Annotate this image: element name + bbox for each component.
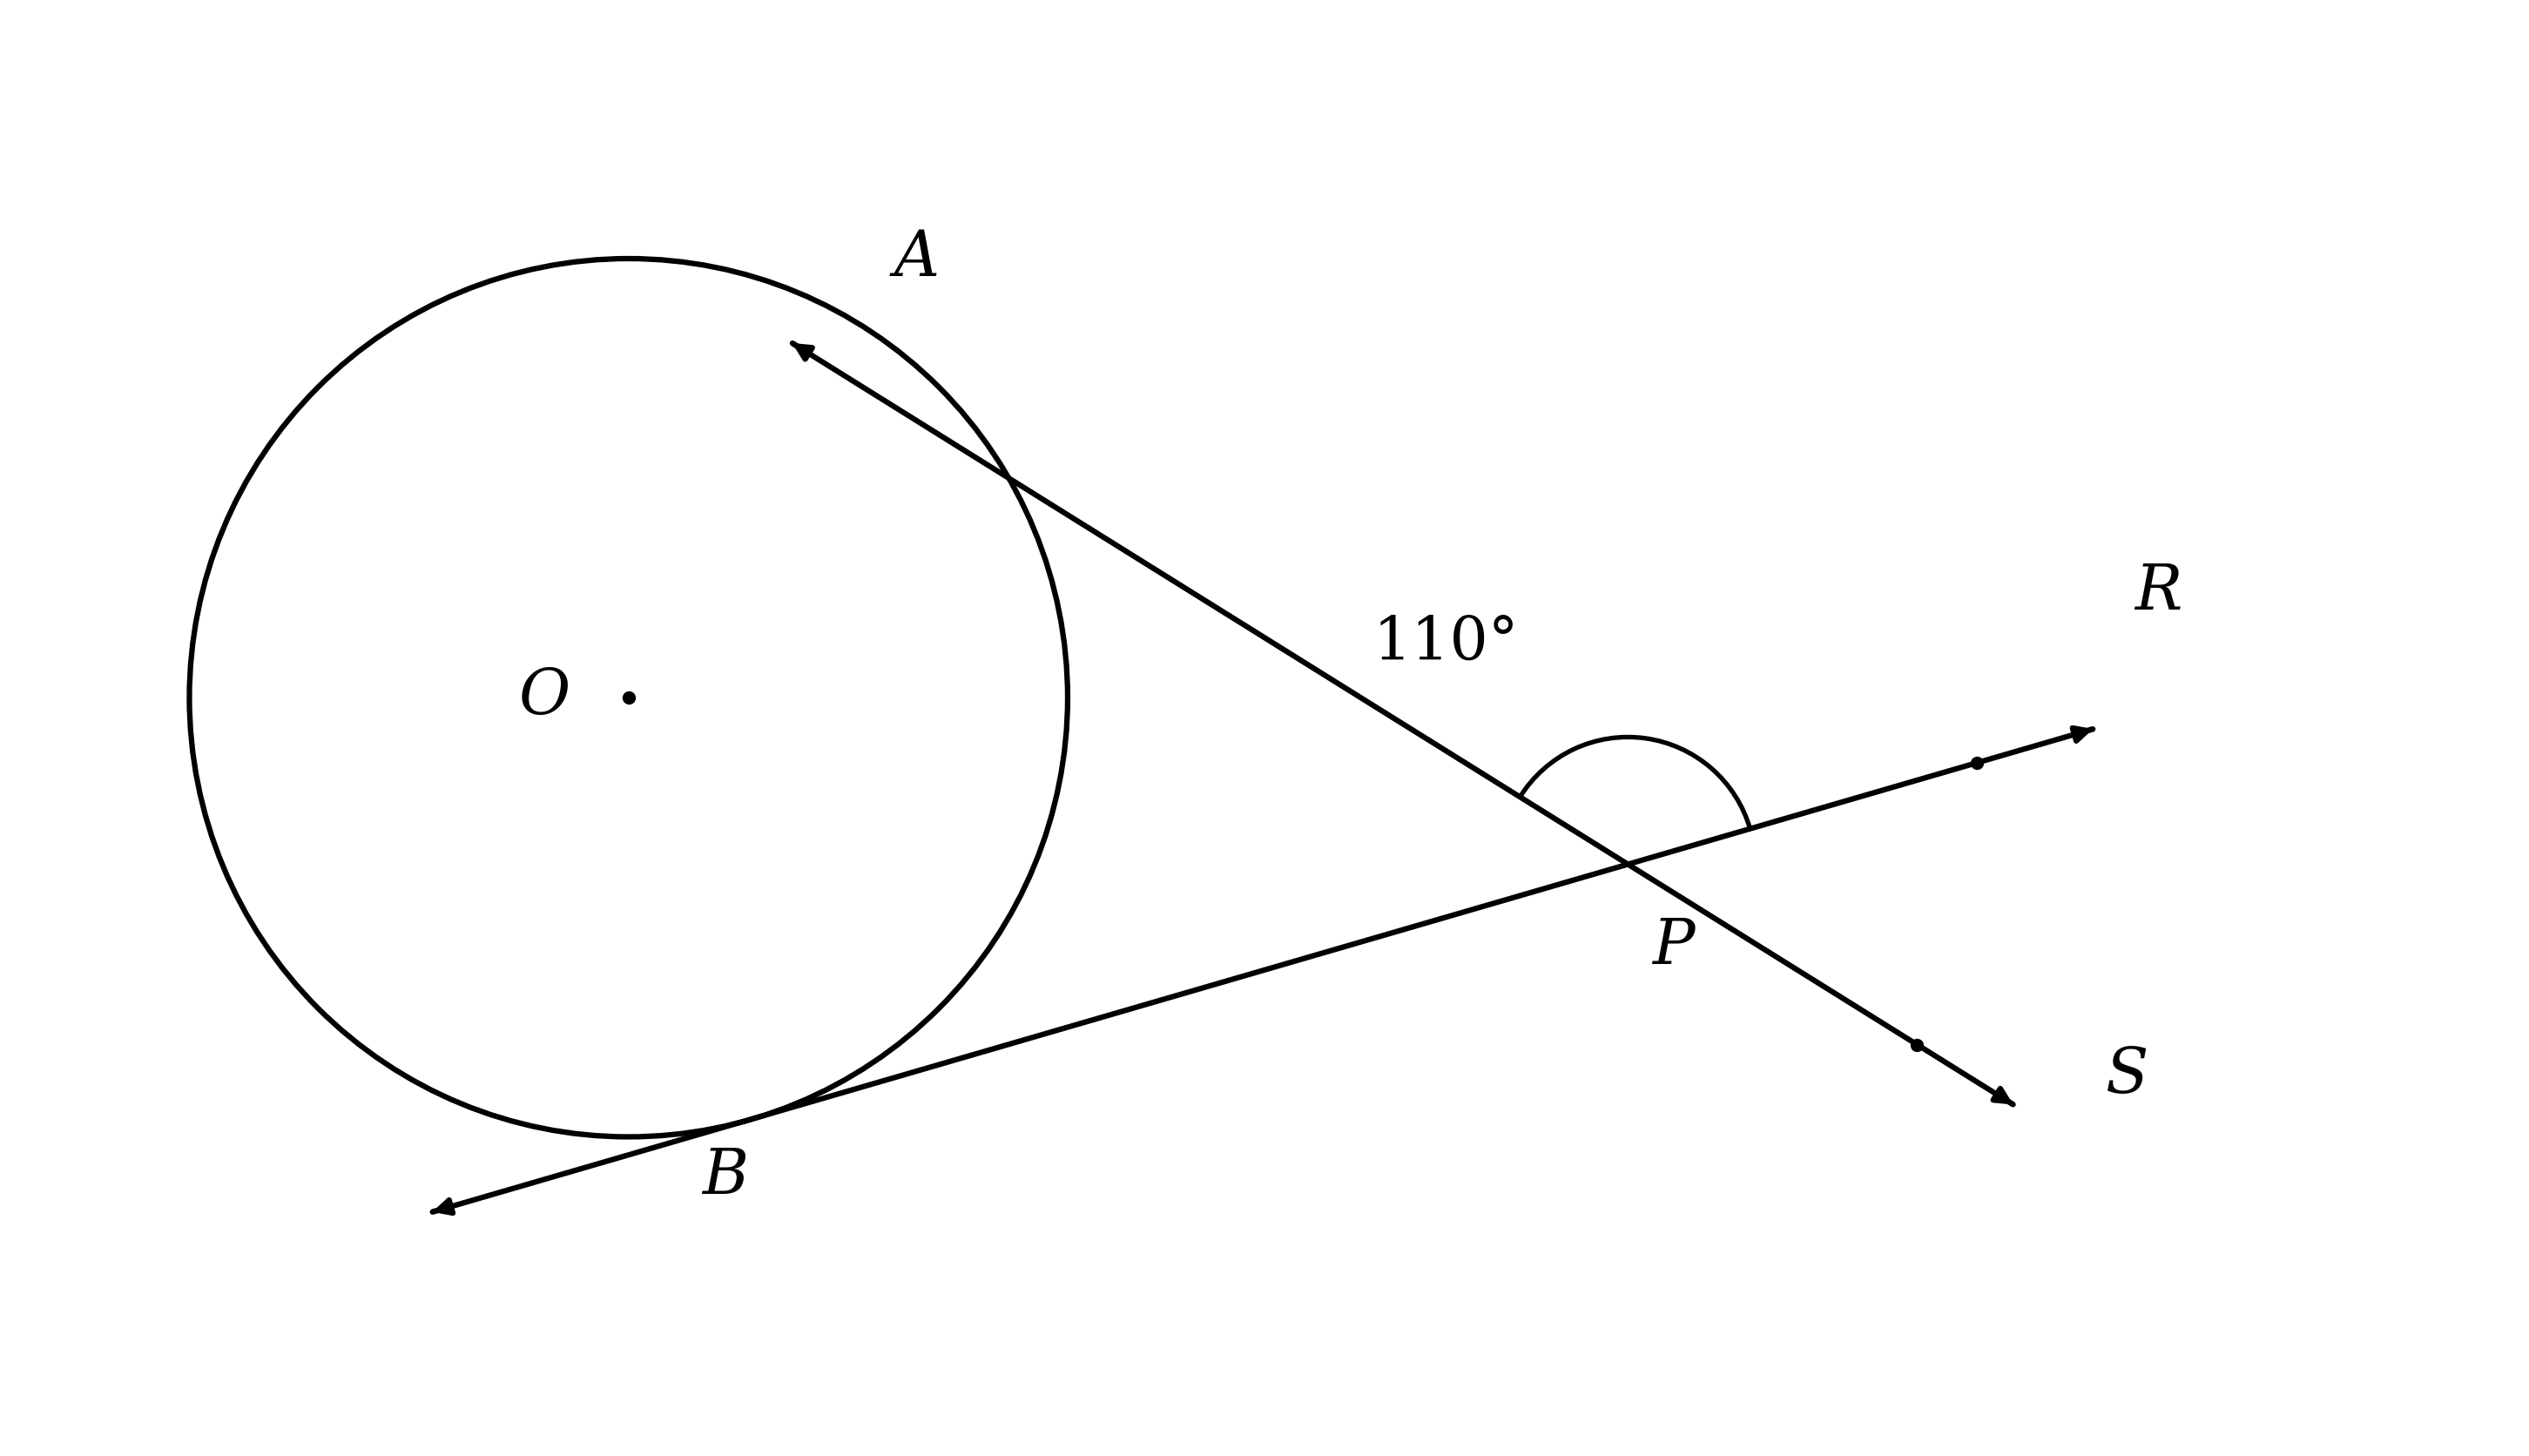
Text: P: P [1651, 916, 1694, 977]
Text: B: B [703, 1146, 749, 1207]
Text: 110°: 110° [1373, 614, 1520, 673]
Text: R: R [2134, 561, 2183, 622]
Text: S: S [2107, 1045, 2150, 1107]
Text: O: O [518, 667, 569, 728]
Text: A: A [893, 229, 938, 290]
